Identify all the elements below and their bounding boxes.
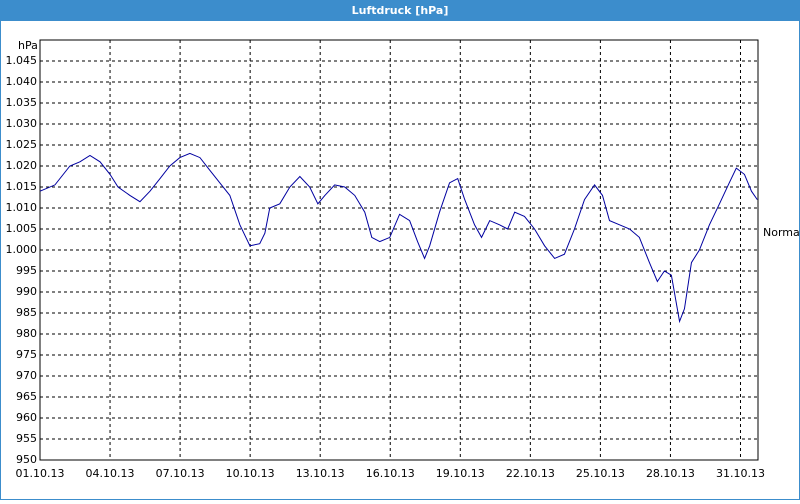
x-tick-label: 22.10.13: [506, 467, 555, 480]
y-tick-label: 1.010: [6, 201, 38, 214]
y-tick-label: 995: [16, 264, 37, 277]
y-tick-label: 1.000: [6, 243, 38, 256]
data-line: [39, 152, 758, 324]
y-tick-label: 955: [16, 432, 37, 445]
y-tick-label: 1.040: [6, 75, 38, 88]
y-tick-label: 985: [16, 306, 37, 319]
y-tick-label: 1.020: [6, 159, 38, 172]
x-tick-label: 04.10.13: [86, 467, 135, 480]
x-tick-label: 28.10.13: [646, 467, 695, 480]
y-tick-label: 1.025: [6, 138, 38, 151]
x-tick-label: 10.10.13: [226, 467, 275, 480]
x-tick-label: 13.10.13: [296, 467, 345, 480]
y-tick-label: 1.030: [6, 117, 38, 130]
y-tick-label: 950: [16, 453, 37, 466]
y-tick-label: 1.015: [6, 180, 38, 193]
y-tick-label: 970: [16, 369, 37, 382]
y-tick-label: 980: [16, 327, 37, 340]
y-tick-label: 960: [16, 411, 37, 424]
chart-title: Luftdruck [hPa]: [352, 4, 449, 17]
x-tick-label: 19.10.13: [436, 467, 485, 480]
x-tick-label: 01.10.13: [16, 467, 65, 480]
annotation: Normal: [763, 226, 800, 239]
x-tick-label: 31.10.13: [716, 467, 765, 480]
y-axis-label: hPa: [18, 39, 38, 52]
y-tick-label: 1.005: [6, 222, 38, 235]
x-tick-label: 16.10.13: [366, 467, 415, 480]
x-tick-label: 25.10.13: [576, 467, 625, 480]
title-bar: [0, 0, 800, 21]
y-tick-label: 990: [16, 285, 37, 298]
x-tick-label: 07.10.13: [156, 467, 205, 480]
y-tick-label: 965: [16, 390, 37, 403]
y-tick-label: 1.035: [6, 96, 38, 109]
y-tick-label: 975: [16, 348, 37, 361]
y-tick-label: 1.045: [6, 54, 38, 67]
